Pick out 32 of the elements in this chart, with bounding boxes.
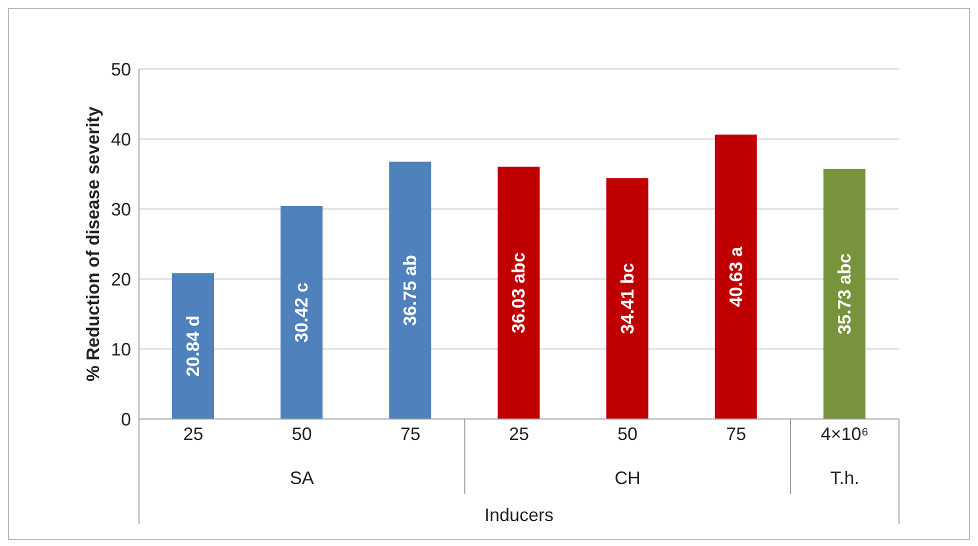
text: SA xyxy=(290,468,314,488)
data-label: 20.84 d xyxy=(183,316,203,377)
y-tick-label: 50 xyxy=(110,59,131,80)
bar xyxy=(389,162,432,419)
data-label: 30.42 c xyxy=(292,282,312,343)
y-tick-label: 30 xyxy=(110,199,131,220)
text: T.h. xyxy=(830,468,860,488)
y-tick-label: 0 xyxy=(120,409,131,430)
text: CH xyxy=(614,468,641,488)
data-label: 34.41 bc xyxy=(617,263,638,334)
bar xyxy=(280,206,323,419)
y-tick-label: 20 xyxy=(110,269,131,290)
bar xyxy=(172,273,214,419)
x-tick-label: 75 xyxy=(726,424,746,444)
data-label: 40.63 a xyxy=(726,246,746,307)
bar xyxy=(714,134,757,419)
x-tick-label: 25 xyxy=(508,424,530,444)
data-label: 35.73 abc xyxy=(834,253,854,334)
y-tick-label: 10 xyxy=(110,339,131,360)
x-tick-label: 50 xyxy=(618,424,638,444)
y-tick-label: 40 xyxy=(110,129,131,150)
data-label: 36.75 ab xyxy=(400,254,420,326)
x-tick-label: 75 xyxy=(400,424,420,444)
x-axis-title: Inducers xyxy=(484,505,554,525)
x-tick-label: 50 xyxy=(292,424,312,444)
data-label: 36.03 abc xyxy=(508,252,529,334)
x-tick-label: 4×10⁶ xyxy=(820,424,869,444)
bar xyxy=(823,168,866,419)
bar xyxy=(606,178,648,419)
y-axis-title: % Reduction of disease severity xyxy=(83,106,103,382)
bar xyxy=(498,166,540,419)
x-tick-label: 25 xyxy=(183,424,204,444)
